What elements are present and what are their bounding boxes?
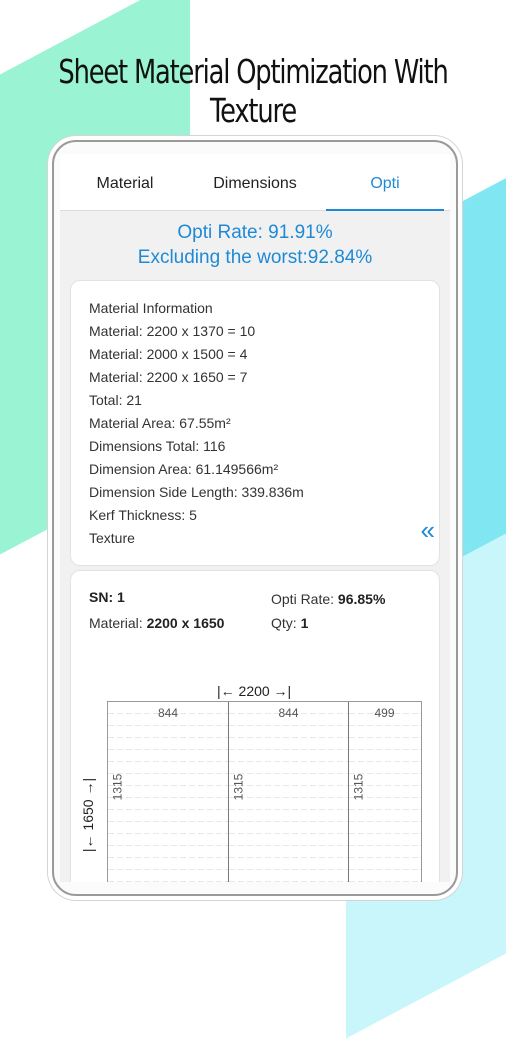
info-line-kerf: Kerf Thickness: 5 xyxy=(89,507,197,523)
sheet-qty: Qty: 1 xyxy=(271,615,308,631)
piece-height: 1315 xyxy=(351,773,366,801)
info-line-material-1: Material: 2200 x 1370 = 10 xyxy=(89,323,256,339)
double-chevron-left-icon[interactable]: « xyxy=(420,515,435,545)
info-line-material-3: Material: 2200 x 1650 = 7 xyxy=(89,369,248,385)
sheet-layout-card: SN: 1 Material: 2200 x 1650 Opti Rate: 9… xyxy=(70,570,440,882)
info-line-total: Total: 21 xyxy=(89,392,142,408)
info-line-material-2: Material: 2000 x 1500 = 4 xyxy=(89,346,248,362)
sheet-opti-rate: Opti Rate: 96.85% xyxy=(271,591,385,607)
layout-piece[interactable]: 499 1315 xyxy=(349,702,420,882)
piece-height: 1315 xyxy=(110,773,125,801)
sheet-material-label: Material: xyxy=(89,615,147,631)
info-line-dimension-area: Dimension Area: 61.149566m² xyxy=(89,461,279,477)
opti-summary: Opti Rate: 91.91% Excluding the worst:92… xyxy=(60,220,450,270)
info-line-dimensions-total: Dimensions Total: 116 xyxy=(89,438,226,454)
piece-width: 844 xyxy=(157,706,179,720)
excluding-worst-text: Excluding the worst:92.84% xyxy=(137,247,373,268)
app-screen: Material Dimensions Opti Opti Rate: 91.9… xyxy=(60,154,450,882)
material-info-list: Material Information Material: 2200 x 13… xyxy=(89,297,304,550)
info-line-side-length: Dimension Side Length: 339.836m xyxy=(89,484,304,500)
sheet-material-value: 2200 x 1650 xyxy=(146,615,225,631)
cutting-layout[interactable]: 844 1315 844 1315 499 1315 xyxy=(107,701,422,882)
sheet-sn: SN: 1 xyxy=(89,589,125,605)
layout-piece[interactable]: 844 1315 xyxy=(108,702,229,882)
opti-rate-text: Opti Rate: 91.91% xyxy=(177,222,333,243)
sheet-qty-value: 1 xyxy=(300,615,309,631)
promo-headline: Sheet Material Optimization With Texture xyxy=(58,52,448,130)
info-line-texture: Texture xyxy=(89,530,135,546)
piece-width: 844 xyxy=(278,706,299,720)
tab-dimensions[interactable]: Dimensions xyxy=(213,175,297,192)
tab-material[interactable]: Material xyxy=(96,175,154,192)
sheet-material: Material: 2200 x 1650 xyxy=(89,615,224,631)
sheet-rate-label: Opti Rate: xyxy=(271,591,338,607)
tab-bar: Material Dimensions Opti xyxy=(60,154,450,211)
info-heading: Material Information xyxy=(89,300,213,316)
tab-opti[interactable]: Opti xyxy=(320,154,450,211)
piece-width: 499 xyxy=(374,706,395,720)
material-info-card: Material Information Material: 2200 x 13… xyxy=(70,280,440,566)
info-line-material-area: Material Area: 67.55m² xyxy=(89,415,231,431)
layout-piece[interactable]: 844 1315 xyxy=(229,702,349,882)
sheet-qty-label: Qty: xyxy=(271,615,301,631)
sheet-width-dimension: |← 2200 →| xyxy=(217,683,292,699)
phone-frame: Material Dimensions Opti Opti Rate: 91.9… xyxy=(52,140,458,896)
piece-height: 1315 xyxy=(231,773,246,801)
sheet-height-dimension: |← 1650 →| xyxy=(80,777,97,853)
sheet-rate-value: 96.85% xyxy=(337,591,386,607)
